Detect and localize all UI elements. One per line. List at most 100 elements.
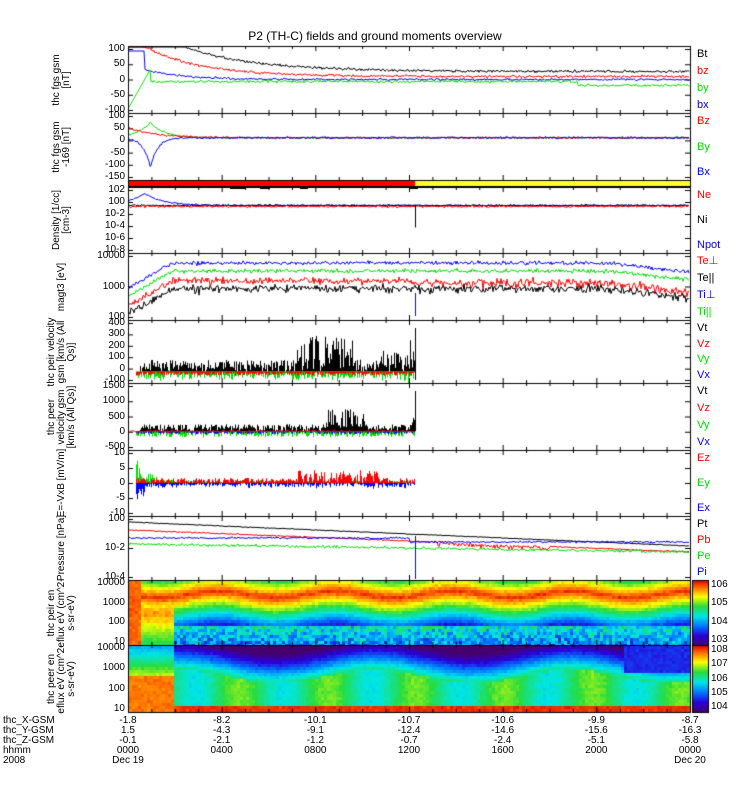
panel-8-legend-item: Pb [697, 534, 711, 546]
panel-4-legend-item: Ti⊥ [697, 289, 716, 301]
xaxis-value: -9.1 [306, 725, 324, 736]
xaxis-value: -8.2 [213, 715, 231, 726]
panel-1-legend-item: bx [697, 99, 709, 111]
panel-9-colorbar-tick: 104 [711, 615, 728, 627]
panel-6-ylabel: thc peer velocity gsm [km/s (All Qs)] [46, 385, 77, 448]
panel-9-tick: 10000 [97, 577, 125, 588]
panel-1-tick: 50 [113, 58, 125, 70]
panel-1-legend-item: by [697, 82, 709, 94]
xaxis-value: -8.7 [681, 715, 699, 726]
panel-8-legend-item: Pt [697, 518, 708, 530]
panel-4-tick: 10000 [97, 250, 125, 261]
panel-10-colorbar-tick: 105 [711, 686, 728, 698]
panel-8-legend-item: Pe [697, 550, 711, 562]
panel-3-legend-item: Ni [697, 214, 708, 226]
panel-7-ylabel: E=-VxB [mV/m] [56, 448, 67, 518]
panel-10-tick: 10000 [97, 642, 125, 653]
panel-6-legend-item: Vx [697, 436, 710, 448]
xaxis-value: -1.2 [306, 735, 324, 746]
xaxis-value: 0400 [210, 745, 233, 756]
panel-7-tick: -5 [116, 492, 125, 503]
page-title: P2 (TH-C) fields and ground moments over… [248, 29, 502, 43]
panel-10-tick: 100 [108, 682, 125, 694]
panel-6-tick: 1500 [102, 380, 125, 391]
panel-1-ylabel: thc fgs gsm [nT] [51, 53, 72, 106]
panel-5-tick: 0 [119, 362, 125, 374]
xaxis-row-label: 2008 [3, 755, 26, 766]
panel-9-tick: 100 [108, 616, 125, 628]
xaxis-value: 1.5 [121, 725, 135, 736]
xaxis-value: -0.1 [119, 735, 137, 746]
xaxis-value: -5.8 [681, 735, 699, 746]
panel-6-tick: 1000 [102, 395, 125, 407]
xaxis-value: -0.7 [400, 735, 418, 746]
xaxis-value: -10.1 [303, 715, 327, 726]
xaxis-value: -4.3 [213, 725, 231, 736]
panel-5-legend-item: Vz [697, 337, 710, 350]
xaxis-value: -15.6 [584, 725, 608, 736]
xaxis-value: 1600 [491, 745, 514, 756]
panel-3-ylabel: Density [1/cc] [cm-3] [51, 189, 72, 251]
panel-6-tick: -500 [104, 441, 125, 452]
panel-3-legend-item: Npot [697, 239, 721, 251]
panel-10-colorbar-tick: 106 [711, 672, 728, 684]
panel-7-tick: -10 [110, 507, 125, 518]
panel-1-legend-item: bz [697, 65, 709, 77]
xaxis-value: -2.1 [213, 735, 231, 746]
panel-6-tick: 500 [108, 410, 125, 422]
panel-5-tick: 400 [108, 317, 125, 328]
panel-2-tick: -50 [110, 146, 125, 158]
xaxis-value: Dec 19 [112, 755, 144, 766]
panel-3-tick: 102 [108, 184, 125, 195]
xaxis-row-label: thc_Y-GSM [3, 725, 54, 736]
panel-4-tick: 100 [108, 311, 125, 322]
xaxis-value: -12.4 [397, 725, 421, 736]
panel-9-colorbar-tick: 103 [711, 634, 728, 645]
panel-6-legend-item: Vz [697, 402, 710, 414]
panel-4-tick: 1000 [102, 280, 125, 292]
panel-1-tick: 100 [108, 43, 125, 54]
panel-5-legend-item: Vy [697, 353, 710, 366]
xaxis-value: -2.4 [494, 735, 512, 746]
panel-2-tick: -150 [104, 171, 125, 182]
panel-1-tick: 0 [119, 73, 125, 85]
panel-9-colorbar-tick: 106 [711, 579, 728, 590]
panel-3-tick: 10-4 [104, 220, 125, 231]
panel-3-tick: 10-8 [104, 244, 125, 255]
panel-7-tick: 5 [119, 462, 125, 473]
panel-3-tick: 100 [108, 196, 125, 207]
panel-7-tick: 0 [119, 477, 125, 488]
panel-10-colorbar-tick: 107 [711, 658, 728, 670]
panel-5-tick: -100 [104, 374, 125, 385]
xaxis-value: -14.6 [491, 725, 515, 736]
xaxis-row-label: hhmm [3, 745, 31, 756]
panel-3-tick: 10-2 [104, 208, 125, 219]
panel-8-tick: 10-4 [104, 571, 125, 582]
panel-4-ylabel: magt3 [eV] [56, 262, 67, 311]
panel-2-tick: 0 [119, 134, 125, 146]
xaxis-value: -16.3 [678, 725, 702, 736]
xaxis-row-label: thc_X-GSM [3, 715, 55, 726]
panel-1-tick: -100 [104, 104, 125, 115]
panel-10-ylabel: thc peer en eflux eV (cm^2-s-sr-eV) [46, 643, 77, 714]
xaxis-row-label: thc_Z-GSM [3, 735, 55, 746]
xaxis-value: Dec 20 [674, 755, 706, 766]
xaxis-value: 2000 [585, 745, 608, 756]
xaxis-value: -5.1 [587, 735, 605, 746]
panel-2-legend-item: By [697, 140, 710, 153]
panel-2-tick: -100 [104, 158, 125, 170]
panel-7-legend-item: Ey [697, 477, 710, 489]
panel-5-tick: 200 [108, 339, 125, 351]
xaxis-value: -1.8 [119, 715, 137, 726]
panel-2-legend-item: Bz [697, 115, 710, 127]
panel-6-legend-item: Vt [697, 385, 708, 397]
panel-7-legend-item: Ez [697, 452, 710, 464]
panel-4-legend-item: Ti|| [697, 306, 712, 318]
panel-8-tick: 100 [108, 513, 125, 524]
panel-5-tick: 100 [108, 351, 125, 363]
panel-3-legend-item: Ne [697, 189, 712, 201]
xaxis-value: -10.7 [397, 715, 421, 726]
panel-9-ylabel: thc peir en eflux eV (cm^2-s-sr-eV) [46, 577, 77, 648]
panel-9-colorbar-tick: 105 [711, 597, 728, 609]
panel-5-ylabel: thc peir velocity gsm [km/s (All Qs)] [46, 317, 77, 386]
